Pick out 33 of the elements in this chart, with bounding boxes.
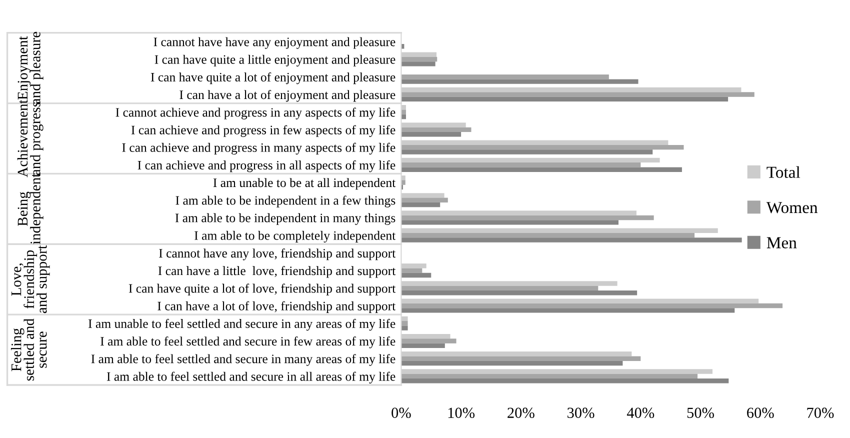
x-tick-label: 70% xyxy=(807,408,834,418)
y-tick-label: I am able to feel settled and secure in all areas of my life xyxy=(106,372,396,384)
y-tick-label: I can achieve and progress in all aspects of my life xyxy=(138,160,396,172)
text: Love, friendship and support xyxy=(12,245,50,314)
legend-label: Women xyxy=(766,202,818,214)
y-tick-label: I can have a little love, friendship and support xyxy=(158,266,396,278)
y-tick-label: I can have a lot of enjoyment and pleasure xyxy=(180,90,396,102)
y-tick-label: I can achieve and progress in few aspects of my life xyxy=(131,125,396,137)
y-tick-label: I cannot achieve and progress in any aspects of my life xyxy=(116,108,396,120)
y-tick-label: I am able to be independent in a few things xyxy=(176,196,396,208)
y-tick-label: I am able to be independent in many things xyxy=(175,213,396,225)
y-tick-label: I can have quite a lot of enjoyment and pleasure xyxy=(150,72,396,84)
x-tick-label: 60% xyxy=(747,408,774,418)
x-tick-label: 10% xyxy=(448,408,475,418)
y-tick-label: I am able to be completely independent xyxy=(194,230,396,243)
y-tick-label: I am able to feel settled and secure in few areas of my life xyxy=(100,336,396,348)
x-tick-label: 20% xyxy=(508,408,534,418)
y-tick-label: I am unable to feel settled and secure in any areas of my life xyxy=(88,318,396,331)
text: Feeling settled and secure xyxy=(10,318,47,381)
x-tick-label: 40% xyxy=(626,408,654,418)
legend-label: Men xyxy=(766,237,797,248)
y-tick-label: I am able to feel settled and secure in many areas of my life xyxy=(91,354,396,366)
y-tick-label: I can achieve and progress in many aspects of my life xyxy=(122,142,396,155)
y-tick-label: I can have quite a lot of love, friendship and support xyxy=(128,284,396,296)
y-tick-label: I can have quite a little enjoyment and pleasure xyxy=(154,54,396,66)
x-tick-label: 50% xyxy=(687,408,714,418)
x-tick-label: 0% xyxy=(392,408,411,418)
y-tick-label: I am unable to be at all independent xyxy=(213,178,396,190)
x-tick-label: 30% xyxy=(568,408,594,418)
legend-label: Total xyxy=(766,166,800,178)
y-tick-label: I cannot have have any enjoyment and pleasure xyxy=(154,37,396,49)
y-tick-label: I cannot have any love, friendship and support xyxy=(159,248,396,260)
y-tick-label: I can have a lot of love, friendship and support xyxy=(158,301,396,313)
